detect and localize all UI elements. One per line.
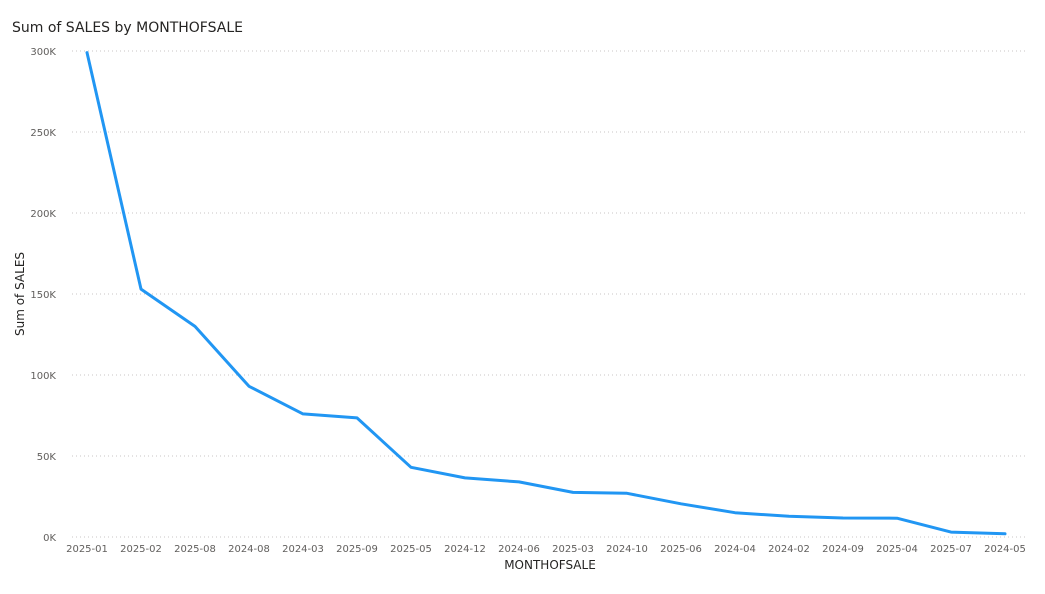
x-tick-label: 2024-06: [498, 544, 540, 555]
x-axis-title: MONTHOFSALE: [504, 558, 596, 572]
y-axis-title: Sum of SALES: [13, 252, 27, 336]
x-tick-label: 2025-09: [336, 544, 378, 555]
x-tick-label: 2024-03: [282, 544, 324, 555]
x-axis-ticks: 2025-01 2025-02 2025-08 2024-08 2024-03 2025-…: [66, 544, 1026, 555]
y-axis-ticks: 0K 50K 100K 150K 200K 250K 300K: [30, 47, 56, 544]
y-tick-label: 150K: [30, 290, 56, 301]
x-tick-label: 2024-08: [228, 544, 270, 555]
y-tick-label: 250K: [30, 128, 56, 139]
y-tick-label: 200K: [30, 209, 56, 220]
y-tick-label: 100K: [30, 371, 56, 382]
x-tick-label: 2024-02: [768, 544, 810, 555]
x-tick-label: 2024-10: [606, 544, 648, 555]
series-line: [85, 51, 1007, 536]
x-tick-label: 2025-01: [66, 544, 108, 555]
gridlines: [72, 50, 1028, 538]
x-tick-label: 2024-05: [984, 544, 1026, 555]
y-tick-label: 50K: [37, 452, 57, 463]
x-tick-label: 2025-06: [660, 544, 702, 555]
x-tick-label: 2024-09: [822, 544, 864, 555]
x-tick-label: 2025-04: [876, 544, 918, 555]
x-tick-label: 2025-07: [930, 544, 972, 555]
chart-title: Sum of SALES by MONTHOFSALE: [12, 20, 243, 36]
y-tick-label: 300K: [30, 47, 56, 58]
series-layer: [85, 51, 1007, 536]
x-tick-label: 2025-03: [552, 544, 594, 555]
x-tick-label: 2025-02: [120, 544, 162, 555]
y-tick-label: 0K: [43, 533, 56, 544]
x-tick-label: 2025-08: [174, 544, 216, 555]
x-tick-label: 2024-04: [714, 544, 756, 555]
x-tick-label: 2024-12: [444, 544, 486, 555]
x-tick-label: 2025-05: [390, 544, 432, 555]
